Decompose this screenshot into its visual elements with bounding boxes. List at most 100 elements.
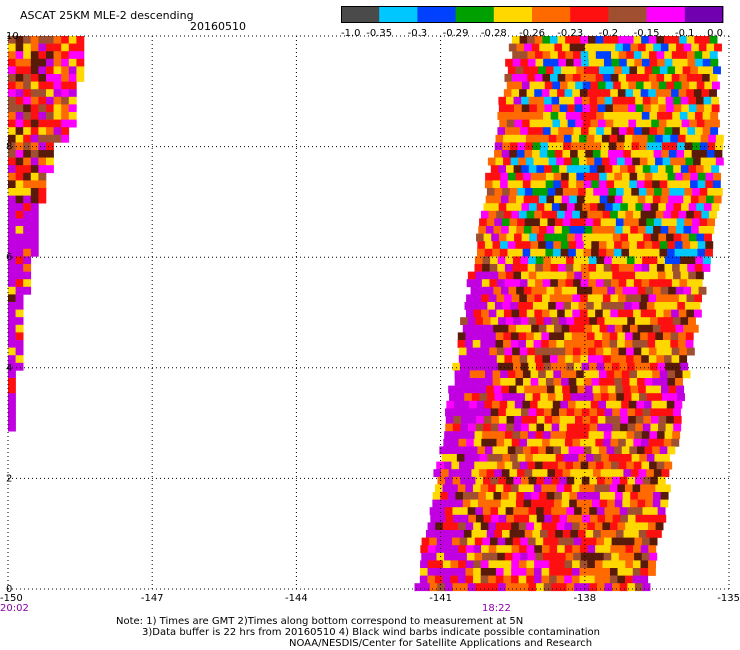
swath-pixel (620, 104, 629, 113)
swath-pixel (524, 469, 533, 478)
swath-pixel (603, 347, 612, 356)
swath-pixel (566, 317, 575, 326)
swath-pixel (517, 530, 526, 538)
swath-pixel (46, 89, 54, 98)
swath-pixel (540, 302, 549, 310)
swath-pixel (608, 530, 617, 538)
swath-pixel (656, 51, 665, 60)
swath-pixel (538, 286, 547, 295)
swath-pixel (611, 537, 620, 546)
swath-pixel (582, 423, 590, 432)
swath-pixel (547, 142, 556, 151)
swath-pixel (456, 469, 465, 478)
swath-pixel (526, 568, 535, 576)
swath-pixel (552, 400, 561, 409)
swath-pixel (23, 172, 32, 181)
swath-pixel (535, 552, 544, 561)
swath-pixel (480, 575, 489, 584)
swath-pixel (513, 203, 522, 212)
swath-pixel (594, 210, 603, 219)
swath-pixel (571, 332, 580, 341)
swath-pixel (526, 438, 535, 447)
swath-pixel (53, 119, 62, 128)
swath-pixel (544, 165, 552, 174)
swath-pixel (610, 355, 619, 364)
swath-pixel (512, 537, 521, 546)
swath-pixel (519, 36, 528, 44)
swath-pixel (15, 104, 24, 113)
swath-pixel (23, 36, 32, 44)
colorbar-swatch (417, 6, 457, 23)
swath-pixel (590, 233, 598, 242)
swath-pixel (501, 385, 510, 394)
swath-pixel (648, 438, 657, 447)
swath-pixel (511, 36, 520, 44)
swath-pixel (76, 74, 85, 82)
swath-pixel (706, 226, 715, 234)
swath-pixel (576, 499, 585, 508)
swath-pixel (507, 66, 516, 75)
swath-pixel (705, 241, 714, 250)
swath-pixel (570, 150, 578, 158)
swath-pixel (564, 309, 573, 318)
swath-pixel (595, 89, 603, 98)
swath-pixel (465, 560, 474, 569)
swath-pixel (641, 461, 650, 470)
swath-pixel (652, 195, 661, 204)
swath-pixel (565, 431, 574, 440)
swath-pixel (666, 81, 675, 90)
swath-pixel (500, 172, 509, 181)
swath-pixel (61, 134, 70, 143)
swath-pixel (501, 530, 510, 538)
swath-pixel (539, 226, 547, 234)
swath-pixel (607, 324, 616, 333)
swath-pixel (23, 195, 32, 204)
swath-pixel (661, 218, 670, 227)
swath-pixel (593, 188, 602, 196)
swath-pixel (522, 248, 531, 257)
swath-pixel (582, 119, 591, 128)
swath-pixel (441, 469, 449, 478)
swath-pixel (536, 317, 544, 326)
swath-pixel (565, 36, 574, 44)
swath-pixel (521, 81, 530, 90)
swath-pixel (8, 58, 16, 67)
swath-pixel (61, 112, 70, 120)
swath-pixel (686, 210, 695, 219)
swath-pixel (611, 461, 619, 470)
swath-pixel (517, 393, 526, 402)
swath-pixel (621, 248, 630, 257)
swath-pixel (609, 157, 618, 166)
swath-pixel (520, 362, 529, 371)
swath-pixel (592, 492, 601, 500)
swath-pixel (631, 469, 639, 478)
swath-pixel (607, 492, 616, 500)
latitude-tick-label: 10 (6, 31, 19, 42)
swath-pixel (553, 499, 562, 508)
swath-pixel (484, 248, 493, 257)
swath-pixel (456, 454, 465, 462)
swath-pixel (679, 112, 688, 120)
swath-pixel (657, 408, 666, 417)
swath-pixel (523, 492, 532, 500)
swath-pixel (692, 188, 700, 196)
swath-pixel (516, 286, 525, 295)
swath-pixel (538, 172, 547, 181)
swath-pixel (511, 438, 520, 447)
swath-pixel (507, 400, 516, 409)
swath-pixel (618, 74, 627, 82)
swath-pixel (602, 309, 611, 318)
swath-pixel (558, 583, 567, 592)
swath-pixel (557, 294, 566, 303)
swath-pixel (542, 264, 551, 272)
swath-pixel (502, 302, 511, 310)
swath-pixel (494, 188, 503, 196)
swath-pixel (610, 438, 619, 447)
swath-pixel (581, 583, 590, 592)
swath-pixel (511, 294, 520, 303)
swath-pixel (671, 51, 680, 60)
swath-pixel (471, 530, 480, 538)
swath-pixel (38, 142, 47, 151)
swath-pixel (472, 302, 481, 310)
swath-pixel (626, 279, 635, 288)
